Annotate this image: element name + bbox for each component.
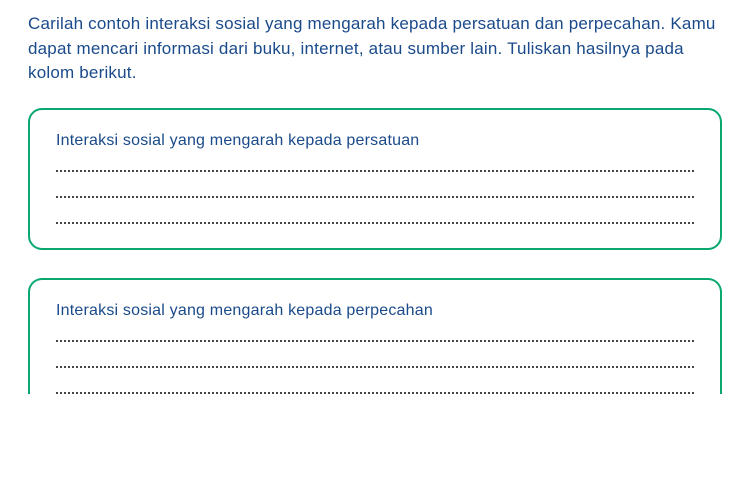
box-title-perpecahan: Interaksi sosial yang mengarah kepada pe…: [56, 302, 694, 320]
perpecahan-line: [56, 392, 694, 394]
answer-box-persatuan: Interaksi sosial yang mengarah kepada pe…: [28, 108, 722, 250]
persatuan-line: [56, 196, 694, 198]
perpecahan-line: [56, 366, 694, 368]
persatuan-line: [56, 170, 694, 172]
persatuan-line: [56, 222, 694, 224]
answer-lines-persatuan: [56, 170, 694, 224]
instruction-text: Carilah contoh interaksi sosial yang men…: [28, 12, 722, 86]
answer-lines-perpecahan: [56, 340, 694, 394]
answer-box-perpecahan: Interaksi sosial yang mengarah kepada pe…: [28, 278, 722, 394]
perpecahan-line: [56, 340, 694, 342]
box-title-persatuan: Interaksi sosial yang mengarah kepada pe…: [56, 132, 694, 150]
